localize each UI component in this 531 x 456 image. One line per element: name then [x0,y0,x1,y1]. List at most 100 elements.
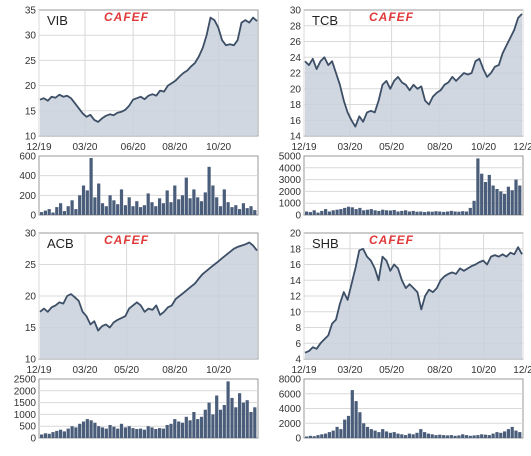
price-tick-label: 26 [290,37,302,48]
volume-bar [241,203,245,215]
price-tick-label: 16 [290,116,302,127]
volume-bar [362,210,366,215]
price-tick-label: 6 [295,339,301,350]
volume-bar [495,432,499,438]
volume-bar [142,205,146,215]
volume-bar [59,429,63,438]
volume-bar [66,206,70,215]
volume-bar [491,185,495,215]
volume-bar [491,433,495,438]
volume-tick-label: 8000 [279,375,302,386]
volume-bar [476,435,480,439]
volume-bar [324,209,328,215]
volume-bar [518,185,522,215]
volume-bar [331,430,335,438]
x-tick-label: 03/20 [337,142,362,153]
price-line [304,13,523,128]
volume-bar [100,427,105,438]
x-tick-label: 05/20 [114,365,139,376]
volume-bar [70,426,74,438]
volume-bar [226,202,230,215]
volume-bar [426,211,430,215]
volume-bar [234,407,238,438]
volume-bar [203,192,207,215]
x-tick-label: 12/19 [26,142,51,153]
volume-bar [245,400,249,438]
volume-bar [377,210,381,215]
volume-bar [464,435,469,439]
x-tick-label: 03/20 [72,142,97,153]
x-tick-label: 08/20 [427,142,452,153]
x-tick-label: 10/20 [471,142,496,153]
volume-bar [139,207,143,215]
volume-bar [415,432,419,438]
volume-bar [419,211,423,215]
price-tick-label: 10 [290,307,302,318]
volume-bar [97,426,101,438]
price-tick-label: 4 [295,355,301,366]
price-tick-label: 22 [290,69,302,80]
volume-bar [392,432,396,438]
volume-bar [43,210,47,215]
volume-bar [222,189,226,215]
volume-bar [40,434,44,438]
volume-tick-label: 0 [295,434,301,445]
volume-bar [487,174,491,215]
volume-bar [514,179,518,215]
x-tick-label: 03/20 [337,365,362,376]
volume-bar [85,419,89,438]
volume-bar [85,190,89,215]
volume-bar [196,197,200,215]
volume-bar [388,432,392,438]
volume-bar [230,397,234,438]
price-line [39,16,258,123]
volume-bar [222,405,226,438]
volume-bar [312,210,316,215]
price-tick-label: 15 [25,106,37,117]
volume-bar [169,423,173,438]
cafef-logo: CAFEF [104,233,149,247]
volume-bar [173,185,177,215]
volume-tick-label: 1000 [279,199,302,210]
x-tick-label: 08/20 [427,365,452,376]
volume-bar [346,415,351,438]
volume-tick-label: 3000 [279,175,302,186]
volume-bar [339,209,343,215]
volume-bar [78,423,82,438]
x-tick-label: 06/20 [121,142,146,153]
volume-bar [218,409,223,438]
volume-bar [146,426,150,438]
volume-bar [514,430,518,438]
volume-bar [196,419,200,438]
volume-bar [343,419,347,438]
volume-bar [158,428,162,438]
volume-bar [445,435,450,438]
volume-bar [442,211,446,215]
x-tick-label: 03/20 [72,365,97,376]
volume-bar [404,435,408,439]
volume-bar [161,203,165,215]
volume-bar [139,428,143,438]
volume-bar [81,185,86,215]
volume-bar [365,209,370,215]
volume-bar [434,435,438,439]
volume-bar [499,432,503,438]
volume-bar [335,209,339,215]
volume-bar [324,433,328,438]
price-tick-label: 15 [25,323,37,334]
price-tick-label: 20 [290,229,302,240]
volume-bar [203,409,207,438]
volume-bar [154,206,158,215]
volume-bar [373,210,377,215]
volume-bar [457,211,461,215]
volume-bar [100,203,105,215]
volume-bar [51,432,55,438]
volume-bar [384,431,389,438]
price-tick-label: 24 [290,53,302,64]
price-tick-label: 16 [290,260,302,271]
volume-bar [316,435,320,439]
volume-bar [312,436,316,438]
volume-bar [230,207,234,215]
volume-bar [305,436,309,438]
